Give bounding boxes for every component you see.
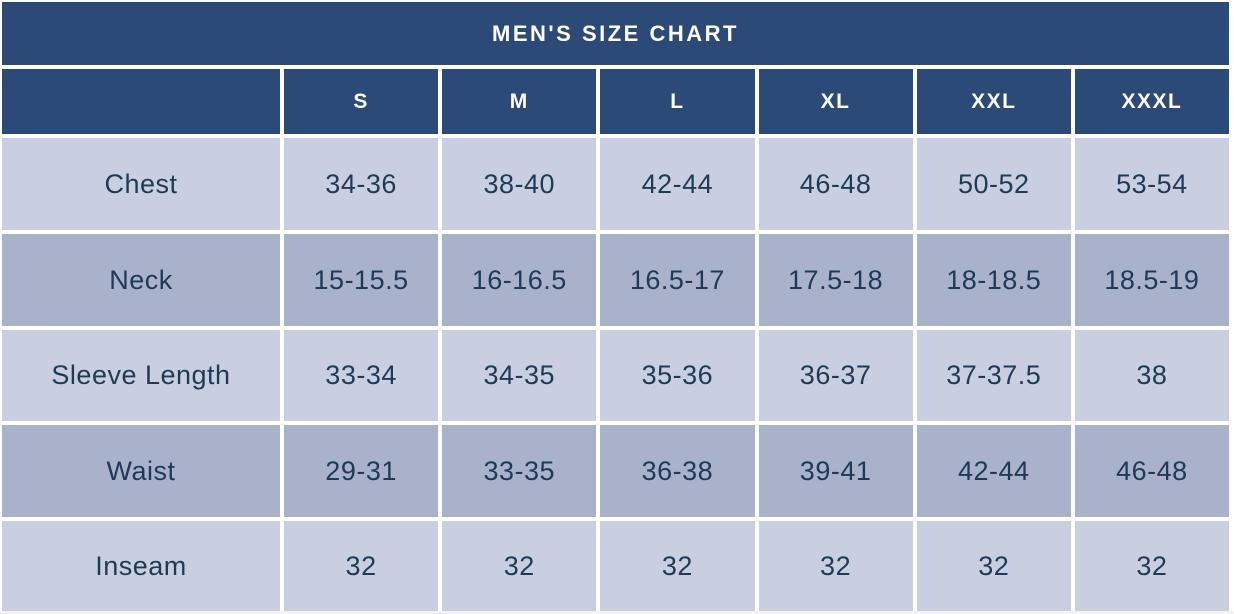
table-cell: 33-34 — [284, 330, 439, 421]
column-header-corner — [2, 69, 280, 134]
column-header-xl: XL — [758, 69, 913, 134]
table-cell: 36-37 — [758, 330, 913, 421]
table-cell: 32 — [442, 521, 597, 611]
table-cell: 42-44 — [916, 425, 1071, 517]
table-cell: 16-16.5 — [442, 234, 597, 326]
table-cell: 32 — [1074, 521, 1229, 611]
table-cell: 35-36 — [600, 330, 755, 421]
column-header-xxxl: XXXL — [1074, 69, 1229, 134]
table-title: MEN'S SIZE CHART — [2, 2, 1229, 65]
row-label: Chest — [2, 138, 280, 230]
row-label: Waist — [2, 425, 280, 517]
row-label: Neck — [2, 234, 280, 326]
table-cell: 32 — [758, 521, 913, 611]
row-label: Inseam — [2, 521, 280, 611]
table-cell: 18.5-19 — [1074, 234, 1229, 326]
table-cell: 42-44 — [600, 138, 755, 230]
column-header-l: L — [600, 69, 755, 134]
table-cell: 18-18.5 — [916, 234, 1071, 326]
table-cell: 46-48 — [1074, 425, 1229, 517]
table-cell: 34-35 — [442, 330, 597, 421]
table-cell: 32 — [916, 521, 1071, 611]
table-cell: 32 — [284, 521, 439, 611]
cut-off-next-row-sliver — [0, 611, 1234, 614]
column-header-xxl: XXL — [916, 69, 1071, 134]
table-cell: 29-31 — [284, 425, 439, 517]
table-cell: 36-38 — [600, 425, 755, 517]
table-cell: 33-35 — [442, 425, 597, 517]
table-cell: 16.5-17 — [600, 234, 755, 326]
table-cell: 34-36 — [284, 138, 439, 230]
column-header-m: M — [442, 69, 597, 134]
table-cell: 38-40 — [442, 138, 597, 230]
table-cell: 37-37.5 — [916, 330, 1071, 421]
table-cell: 15-15.5 — [284, 234, 439, 326]
table-cell: 32 — [600, 521, 755, 611]
row-label: Sleeve Length — [2, 330, 280, 421]
table-cell: 39-41 — [758, 425, 913, 517]
table-cell: 17.5-18 — [758, 234, 913, 326]
table-cell: 46-48 — [758, 138, 913, 230]
column-header-s: S — [284, 69, 439, 134]
table-cell: 50-52 — [916, 138, 1071, 230]
table-cell: 38 — [1074, 330, 1229, 421]
table-cell: 53-54 — [1074, 138, 1229, 230]
